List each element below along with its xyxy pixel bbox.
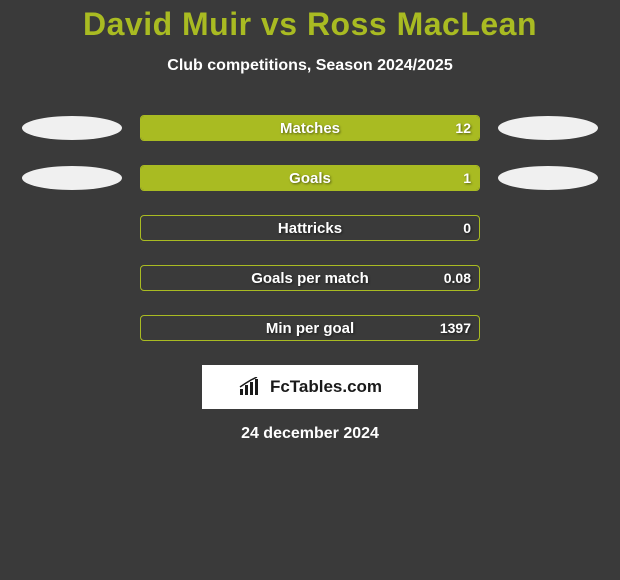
- stat-label: Goals per match: [141, 266, 479, 290]
- stat-bar: Goals1: [140, 165, 480, 191]
- stat-value: 0: [463, 216, 471, 240]
- stat-bar: Min per goal1397: [140, 315, 480, 341]
- logo-box[interactable]: FcTables.com: [202, 365, 418, 409]
- stat-label: Hattricks: [141, 216, 479, 240]
- page-title: David Muir vs Ross MacLean: [0, 6, 620, 43]
- stat-value: 12: [455, 116, 471, 140]
- stat-row: Goals per match0.08: [0, 265, 620, 291]
- player-oval-right: [498, 116, 598, 140]
- stat-value: 0.08: [444, 266, 471, 290]
- comparison-card: David Muir vs Ross MacLean Club competit…: [0, 0, 620, 443]
- stat-bar: Matches12: [140, 115, 480, 141]
- stat-bar: Hattricks0: [140, 215, 480, 241]
- stat-row: Matches12: [0, 115, 620, 141]
- player-oval-right: [498, 166, 598, 190]
- stat-row: Min per goal1397: [0, 315, 620, 341]
- stat-label: Matches: [141, 116, 479, 140]
- stat-label: Min per goal: [141, 316, 479, 340]
- stat-bar: Goals per match0.08: [140, 265, 480, 291]
- date-label: 24 december 2024: [0, 425, 620, 443]
- logo-text: FcTables.com: [270, 377, 382, 397]
- bar-chart-icon: [238, 377, 264, 397]
- player-oval-left: [22, 166, 122, 190]
- stat-row: Hattricks0: [0, 215, 620, 241]
- subtitle: Club competitions, Season 2024/2025: [0, 57, 620, 75]
- stat-label: Goals: [141, 166, 479, 190]
- stat-row: Goals1: [0, 165, 620, 191]
- player-oval-left: [22, 116, 122, 140]
- stat-value: 1: [463, 166, 471, 190]
- stats-list: Matches12 Goals1 Hattricks0 Goals per match…: [0, 115, 620, 341]
- stat-value: 1397: [440, 316, 471, 340]
